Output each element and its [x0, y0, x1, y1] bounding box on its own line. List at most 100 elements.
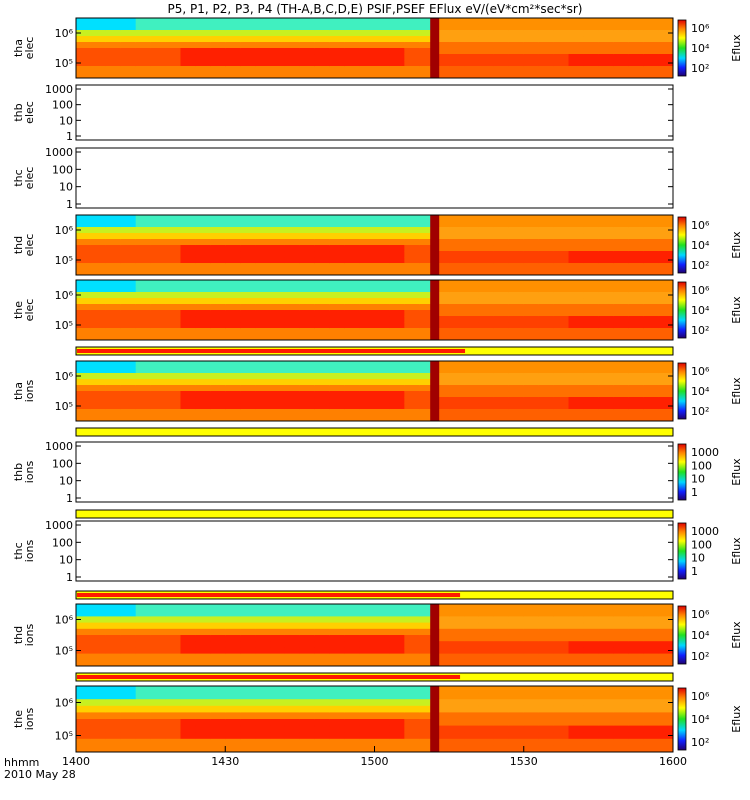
panel-thd-ions-cell: [359, 647, 375, 655]
panel-tha-elec-cell: [135, 30, 152, 37]
panel-the-ions-cell: [105, 692, 122, 700]
panel-the-ions-ytick-label: 10⁵: [55, 730, 73, 743]
panel-thd-ions-cell: [508, 635, 525, 642]
panel-the-ions-cell: [270, 732, 286, 740]
panel-thd-ions-cell: [643, 647, 659, 655]
panel-thd-ions-cell: [120, 616, 137, 624]
panel-tha-elec-cell: [284, 30, 301, 37]
panel-the-elec-cell: [598, 328, 614, 335]
panel-the-elec-cell: [434, 310, 450, 317]
panel-the-ions-cell: [464, 725, 480, 733]
panel-tha-ions-cell: [120, 415, 137, 422]
panel-the-ions-cell: [225, 725, 241, 733]
panel-the-elec-cell: [105, 280, 122, 287]
panel-thd-elec-cell: [105, 215, 122, 222]
panel-the-ions-cell: [329, 745, 346, 753]
panel-the-ions-cell: [120, 738, 137, 746]
panel-tha-ions-cell: [105, 367, 122, 374]
panel-thc-ions-colorbar-tick: 10: [691, 552, 705, 565]
panel-thd-ions-cell: [195, 604, 211, 611]
panel-thd-elec-cell: [240, 239, 256, 246]
panel-the-ions-cell: [404, 712, 420, 720]
panel-tha-elec-cell: [90, 36, 107, 43]
panel-tha-elec-cell: [464, 42, 480, 49]
panel-thd-elec-cell: [478, 269, 495, 276]
panel-tha-ions-cell: [538, 367, 555, 374]
panel-tha-ions-cell: [195, 373, 211, 380]
panel-the-elec-cell: [270, 298, 286, 305]
panel-the-elec-cell: [583, 292, 599, 299]
panel-the-ions-cell: [165, 745, 181, 753]
panel-thd-ions-cell: [255, 628, 271, 636]
panel-the-ions-cell: [658, 719, 674, 727]
panel-thd-elec-cell: [120, 263, 137, 270]
panel-the-elec-cell: [493, 280, 510, 287]
panel-thd-elec-colorbar-label: Eflux: [730, 231, 743, 259]
panel-thd-ions-cell: [255, 653, 271, 661]
panel-tha-ions-cell: [508, 367, 525, 374]
panel-tha-elec-cell: [210, 54, 226, 61]
panel-the-elec-cell: [314, 334, 331, 341]
panel-tha-ions-cell: [449, 373, 465, 380]
panel-thd-ions-cell: [613, 610, 629, 617]
panel-thd-elec-cell: [314, 257, 331, 264]
panel-the-ions-cell: [90, 699, 107, 707]
panel-thd-elec-cell: [359, 245, 375, 252]
panel-tha-elec-cell: [449, 66, 465, 73]
panel-the-ions-cell: [120, 692, 137, 700]
panel-the-ions-cell: [583, 745, 599, 753]
panel-tha-elec-cell: [180, 18, 196, 25]
panel-thd-elec-cell: [359, 221, 375, 228]
panel-the-elec-cell: [389, 292, 405, 299]
panel-the-elec-cell: [434, 322, 450, 329]
panel-the-elec-cell: [464, 280, 480, 287]
panel-the-elec-cell: [255, 328, 271, 335]
panel-tha-elec-cell: [105, 24, 122, 31]
panel-thd-ions-cell: [493, 653, 510, 661]
panel-the-elec-cell: [538, 286, 555, 293]
panel-tha-elec-cell: [135, 54, 152, 61]
panel-the-elec-cell: [284, 280, 301, 287]
panel-the-elec-cell: [493, 292, 510, 299]
panel-thd-ions-cell: [255, 647, 271, 655]
panel-tha-ions-cell: [523, 379, 540, 386]
panel-the-elec-cell: [583, 322, 599, 329]
panel-the-elec-frame: [75, 279, 674, 341]
panel-the-ions-cell: [150, 692, 167, 700]
panel-the-ions-cell: [344, 686, 361, 694]
panel-thd-elec-cell: [493, 221, 510, 228]
panel-tha-ions-cell: [180, 415, 196, 422]
panel-the-ions-cell: [314, 712, 331, 720]
panel-thd-elec-cell: [478, 257, 495, 264]
panel-tha-ions-cell: [344, 361, 361, 368]
panel-thd-ions-cell: [658, 647, 674, 655]
panel-the-elec-cell: [76, 304, 92, 311]
panel-thd-elec-cell: [120, 215, 137, 222]
panel-tha-ions-cell: [404, 403, 420, 410]
panel-tha-elec-cell: [240, 66, 256, 73]
panel-tha-elec-cell: [583, 42, 599, 49]
panel-tha-elec-cell: [538, 66, 555, 73]
panel-tha-ions-cell: [76, 367, 92, 374]
panel-thd-ions-cell: [150, 610, 167, 617]
panel-thd-ions-cell: [165, 622, 181, 630]
panel-thd-ions-cell: [464, 610, 480, 617]
panel-thb-ions-ylabel: ions: [23, 460, 36, 483]
panel-tha-ions-cell: [284, 361, 301, 368]
panel-the-elec-cell: [598, 304, 614, 311]
panel-the-ions-cell: [359, 699, 375, 707]
panel-tha-elec-cell: [583, 18, 599, 25]
panel-thd-elec-cell: [90, 227, 107, 234]
panel-the-elec-cell: [150, 322, 167, 329]
panel-the-ions-cell: [210, 732, 226, 740]
panel-tha-ions-cell: [553, 379, 570, 386]
panel-the-ions-cell: [270, 705, 286, 713]
panel-thd-elec-cell: [643, 269, 659, 276]
panel-thd-ions-cell: [150, 653, 167, 661]
panel-thd-ions-cell: [628, 647, 644, 655]
panel-tha-ions-cell: [270, 367, 286, 374]
panel-thd-ions-cell: [195, 610, 211, 617]
panel-thd-ions-cell: [240, 604, 256, 611]
